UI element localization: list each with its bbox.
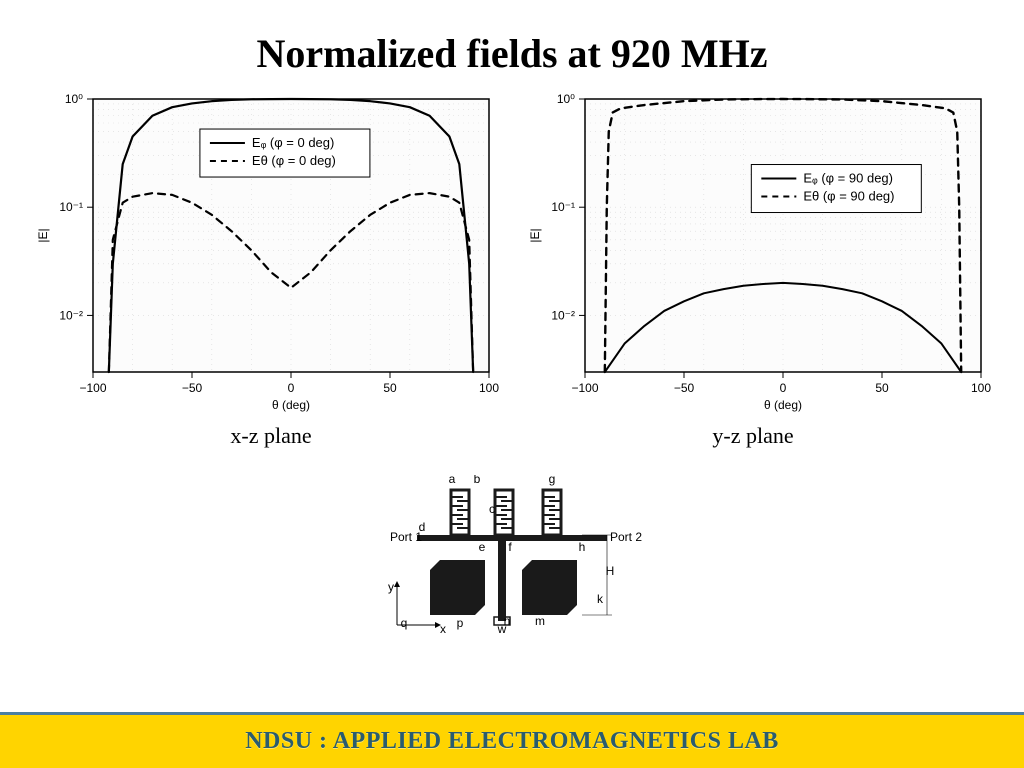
schematic-svg: yxPort 1Port 2abgcdefhHkmnpqw [382,475,642,635]
svg-text:e: e [479,540,486,554]
svg-text:m: m [535,614,545,628]
svg-text:10⁰: 10⁰ [65,92,83,106]
svg-text:Eθ (φ = 90 deg): Eθ (φ = 90 deg) [803,189,894,204]
svg-text:h: h [579,540,586,554]
svg-text:x: x [440,622,446,635]
svg-text:p: p [457,616,464,630]
svg-text:Eᵩ (φ = 0 deg): Eᵩ (φ = 0 deg) [252,135,334,150]
svg-text:50: 50 [383,381,397,395]
svg-text:|E|: |E| [528,228,542,242]
svg-text:q: q [401,616,408,630]
svg-text:Eᵩ (φ = 90 deg): Eᵩ (φ = 90 deg) [803,171,893,186]
svg-text:−50: −50 [182,381,203,395]
svg-text:f: f [508,540,512,554]
svg-text:−100: −100 [571,381,598,395]
svg-text:θ (deg): θ (deg) [764,398,802,412]
svg-text:a: a [449,475,456,486]
subtitle-right: y-z plane [518,423,988,449]
svg-text:y: y [388,580,394,594]
svg-text:10⁻²: 10⁻² [551,308,575,322]
svg-text:|E|: |E| [36,228,50,242]
svg-text:k: k [597,592,604,606]
svg-text:0: 0 [288,381,295,395]
svg-text:−100: −100 [79,381,106,395]
svg-text:d: d [419,520,426,534]
svg-text:Eθ (φ = 0 deg): Eθ (φ = 0 deg) [252,153,336,168]
svg-text:100: 100 [971,381,991,395]
chart-right: −100 −50 0 50 100 10⁰ 10⁻¹ 10⁻² θ (deg) |E| Eᵩ (φ … [523,87,993,417]
svg-text:100: 100 [479,381,499,395]
footer-bar: NDSU : APPLIED ELECTROMAGNETICS LAB [0,712,1024,768]
svg-text:w: w [497,622,507,635]
footer-text: NDSU : APPLIED ELECTROMAGNETICS LAB [245,728,779,755]
svg-text:−50: −50 [674,381,695,395]
svg-text:10⁰: 10⁰ [557,92,575,106]
svg-text:Port 2: Port 2 [610,530,642,544]
svg-text:50: 50 [875,381,889,395]
svg-text:b: b [474,475,481,486]
svg-text:Port 1: Port 1 [390,530,422,544]
page-title: Normalized fields at 920 MHz [0,0,1024,87]
chart-left-svg: −100 −50 0 50 100 10⁰ 10⁻¹ 10⁻² θ (deg) |E| Eᵩ (φ … [31,87,501,417]
svg-text:g: g [549,475,556,486]
chart-right-svg: −100 −50 0 50 100 10⁰ 10⁻¹ 10⁻² θ (deg) |E| Eᵩ (φ … [523,87,993,417]
svg-text:c: c [489,502,495,516]
svg-text:0: 0 [780,381,787,395]
svg-text:10⁻²: 10⁻² [59,308,83,322]
charts-row: −100 −50 0 50 100 10⁰ 10⁻¹ 10⁻² θ (deg) |E| Eᵩ (φ … [0,87,1024,417]
svg-text:10⁻¹: 10⁻¹ [59,200,83,214]
chart-left: −100 −50 0 50 100 10⁰ 10⁻¹ 10⁻² θ (deg) |E| Eᵩ (φ … [31,87,501,417]
svg-text:10⁻¹: 10⁻¹ [551,200,575,214]
subtitles-row: x-z plane y-z plane [0,423,1024,449]
svg-text:θ (deg): θ (deg) [272,398,310,412]
subtitle-left: x-z plane [36,423,506,449]
antenna-schematic: yxPort 1Port 2abgcdefhHkmnpqw [382,475,642,635]
